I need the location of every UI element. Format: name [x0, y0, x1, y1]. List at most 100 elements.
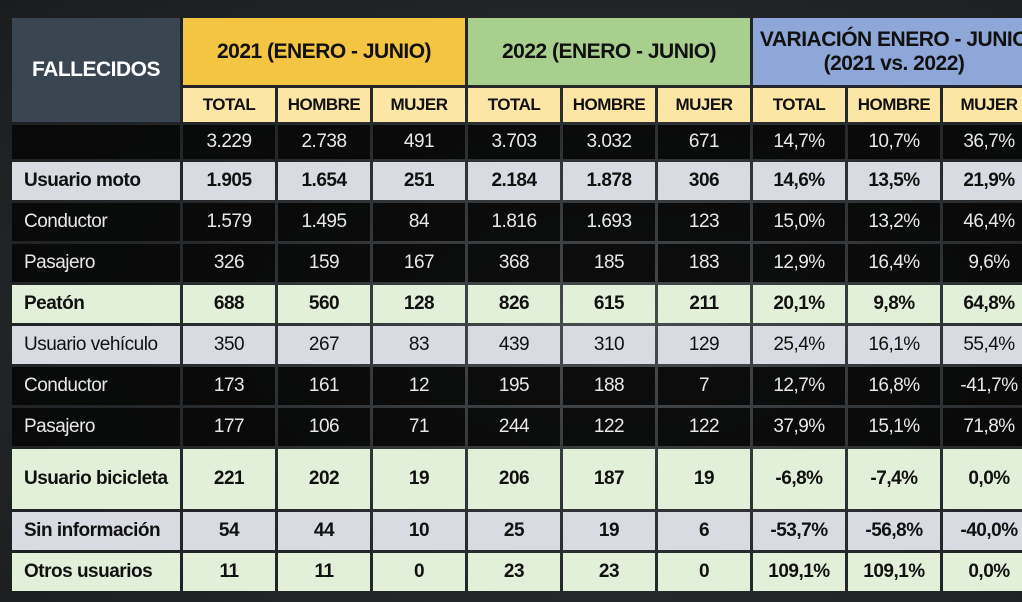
data-cell: 7	[658, 367, 750, 405]
data-cell: 21,9%	[943, 162, 1022, 200]
row-label: Usuario vehículo	[12, 326, 180, 364]
data-cell: 13,2%	[848, 203, 940, 241]
data-cell: 826	[468, 285, 560, 323]
data-cell: 15,0%	[753, 203, 845, 241]
data-cell: 15,1%	[848, 408, 940, 446]
data-cell: 11	[183, 553, 275, 591]
row-label: Usuario bicicleta	[12, 449, 180, 509]
data-cell: 16,4%	[848, 244, 940, 282]
total-cell: 10,7%	[848, 125, 940, 159]
data-cell: 19	[373, 449, 465, 509]
data-cell: 1.693	[563, 203, 655, 241]
data-cell: 23	[563, 553, 655, 591]
total-cell: 491	[373, 125, 465, 159]
data-cell: 122	[563, 408, 655, 446]
data-cell: 84	[373, 203, 465, 241]
column-header: HOMBRE	[278, 88, 370, 122]
data-cell: 14,6%	[753, 162, 845, 200]
data-cell: 195	[468, 367, 560, 405]
data-cell: 12,9%	[753, 244, 845, 282]
data-cell: 13,5%	[848, 162, 940, 200]
column-header: TOTAL	[753, 88, 845, 122]
data-cell: 128	[373, 285, 465, 323]
data-cell: 37,9%	[753, 408, 845, 446]
column-header: HOMBRE	[563, 88, 655, 122]
data-cell: 251	[373, 162, 465, 200]
total-cell: 2.738	[278, 125, 370, 159]
data-cell: 20,1%	[753, 285, 845, 323]
data-cell: 46,4%	[943, 203, 1022, 241]
data-cell: 188	[563, 367, 655, 405]
data-cell: 306	[658, 162, 750, 200]
fatalities-table: FALLECIDOS 2021 (ENERO - JUNIO) 2022 (EN…	[12, 18, 1022, 594]
data-cell: 167	[373, 244, 465, 282]
data-cell: 12,7%	[753, 367, 845, 405]
data-cell: 16,8%	[848, 367, 940, 405]
data-cell: 6	[658, 512, 750, 550]
data-cell: 221	[183, 449, 275, 509]
data-cell: -41,7%	[943, 367, 1022, 405]
data-cell: 688	[183, 285, 275, 323]
column-header: MUJER	[373, 88, 465, 122]
data-cell: 173	[183, 367, 275, 405]
data-cell: 2.184	[468, 162, 560, 200]
data-cell: 177	[183, 408, 275, 446]
data-cell: 1.654	[278, 162, 370, 200]
row-header-title: FALLECIDOS	[12, 18, 180, 122]
data-cell: 161	[278, 367, 370, 405]
data-cell: -6,8%	[753, 449, 845, 509]
data-cell: 1.495	[278, 203, 370, 241]
data-cell: 183	[658, 244, 750, 282]
data-cell: 109,1%	[848, 553, 940, 591]
data-cell: 0,0%	[943, 449, 1022, 509]
data-cell: 83	[373, 326, 465, 364]
data-cell: 368	[468, 244, 560, 282]
row-label: Pasajero	[12, 408, 180, 446]
group-header-2021: 2021 (ENERO - JUNIO)	[183, 18, 465, 85]
total-cell: 3.229	[183, 125, 275, 159]
data-cell: 185	[563, 244, 655, 282]
data-cell: -56,8%	[848, 512, 940, 550]
group-header-variation: VARIACIÓN ENERO - JUNIO (2021 vs. 2022)	[753, 18, 1022, 85]
data-cell: 1.816	[468, 203, 560, 241]
total-cell: 3.032	[563, 125, 655, 159]
data-cell: 11	[278, 553, 370, 591]
data-cell: 25	[468, 512, 560, 550]
column-header: TOTAL	[468, 88, 560, 122]
data-cell: 10	[373, 512, 465, 550]
data-cell: 0	[658, 553, 750, 591]
row-label: Otros usuarios	[12, 553, 180, 591]
data-cell: 71,8%	[943, 408, 1022, 446]
total-row-label	[12, 125, 180, 159]
data-cell: 187	[563, 449, 655, 509]
data-cell: 19	[563, 512, 655, 550]
data-cell: 439	[468, 326, 560, 364]
row-label: Sin información	[12, 512, 180, 550]
data-cell: 9,6%	[943, 244, 1022, 282]
data-cell: 0	[373, 553, 465, 591]
data-cell: 122	[658, 408, 750, 446]
data-cell: 64,8%	[943, 285, 1022, 323]
data-cell: 12	[373, 367, 465, 405]
total-cell: 671	[658, 125, 750, 159]
data-cell: 267	[278, 326, 370, 364]
row-label: Peatón	[12, 285, 180, 323]
data-cell: 9,8%	[848, 285, 940, 323]
data-cell: 109,1%	[753, 553, 845, 591]
data-cell: 19	[658, 449, 750, 509]
column-header: TOTAL	[183, 88, 275, 122]
data-cell: -40,0%	[943, 512, 1022, 550]
data-cell: 129	[658, 326, 750, 364]
data-cell: 244	[468, 408, 560, 446]
data-cell: 16,1%	[848, 326, 940, 364]
data-cell: 1.878	[563, 162, 655, 200]
data-cell: 23	[468, 553, 560, 591]
row-label: Conductor	[12, 367, 180, 405]
data-cell: 0,0%	[943, 553, 1022, 591]
group-header-2022: 2022 (ENERO - JUNIO)	[468, 18, 750, 85]
data-cell: 159	[278, 244, 370, 282]
total-cell: 3.703	[468, 125, 560, 159]
total-cell: 36,7%	[943, 125, 1022, 159]
data-cell: 560	[278, 285, 370, 323]
data-cell: 326	[183, 244, 275, 282]
